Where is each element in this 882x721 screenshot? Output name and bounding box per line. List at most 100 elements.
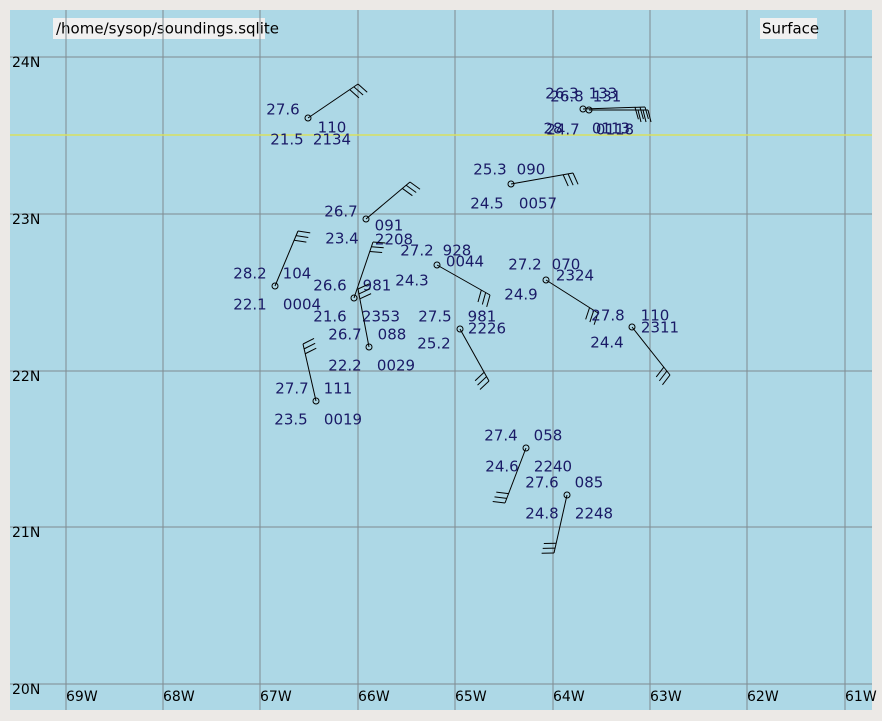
- station-time: 2226: [468, 320, 506, 338]
- station-circle: [522, 444, 530, 452]
- station-dewpoint: 21.5: [270, 131, 303, 149]
- lat-label: 23N: [12, 212, 40, 228]
- wind-barb: [492, 501, 506, 504]
- station-temp: 27.7: [275, 380, 308, 398]
- station-time: 0029: [377, 357, 415, 375]
- wind-barb: [477, 376, 487, 386]
- station-temp: 25.3: [473, 161, 506, 179]
- station-time: 2208: [375, 231, 413, 249]
- wind-barb: [496, 491, 509, 495]
- station-circle: [456, 325, 464, 333]
- station-dewpoint: 21.6: [313, 308, 346, 326]
- wind-shaft: [631, 326, 671, 376]
- path-box: [53, 18, 265, 39]
- level-label: Surface: [762, 20, 819, 38]
- lon-label: 61W: [845, 689, 877, 705]
- station-temp: 28.2: [233, 265, 266, 283]
- wind-shaft: [510, 172, 574, 185]
- station-pressure: 091: [375, 217, 404, 235]
- wind-barb: [481, 292, 487, 305]
- station-pressure: 088: [378, 326, 407, 344]
- station-pressure: 070: [552, 256, 581, 274]
- station-temp: 27.5: [418, 308, 451, 326]
- wind-barb: [567, 173, 574, 186]
- station-temp: 27.2: [508, 256, 541, 274]
- station-pressure: 090: [517, 161, 546, 179]
- station-circle: [312, 397, 320, 405]
- station-circle: [304, 114, 312, 122]
- lon-label: 64W: [553, 689, 585, 705]
- station-dewpoint: 25.2: [417, 335, 450, 353]
- wind-barb: [357, 83, 368, 93]
- station-temp: 27.6: [525, 474, 558, 492]
- wind-shaft: [582, 106, 646, 110]
- lat-label: 22N: [12, 369, 40, 385]
- station-time: 2311: [641, 319, 679, 337]
- wind-barb: [593, 312, 599, 325]
- station-dewpoint: 22.2: [328, 357, 361, 375]
- station-dewpoint: 24.8: [525, 505, 558, 523]
- wind-barb: [639, 107, 644, 120]
- wind-barb: [642, 109, 647, 123]
- station-pressure: 133: [589, 85, 618, 103]
- lon-label: 62W: [747, 689, 779, 705]
- wind-barb: [304, 347, 317, 355]
- wind-barb: [474, 371, 485, 382]
- station-dewpoint: 24.6: [485, 458, 518, 476]
- wind-barb: [353, 86, 364, 96]
- wind-barb: [294, 239, 307, 243]
- station-pressure: 981: [363, 277, 392, 295]
- lon-label: 66W: [358, 689, 390, 705]
- wind-barb: [358, 288, 371, 295]
- station-dewpoint: 24.9: [504, 286, 537, 304]
- station-circle: [362, 215, 370, 223]
- wind-barb: [297, 230, 311, 234]
- station-dewpoint: 24.4: [590, 334, 623, 352]
- station-pressure: 110: [641, 307, 670, 325]
- lon-label: 68W: [163, 689, 195, 705]
- wind-barb: [371, 246, 384, 249]
- lon-label: 67W: [260, 689, 292, 705]
- wind-barb: [589, 310, 595, 323]
- map-area: [10, 10, 872, 710]
- wind-barb: [405, 184, 417, 193]
- station-time: 2353: [362, 308, 400, 326]
- wind-barb: [494, 496, 507, 499]
- station-circle: [507, 180, 515, 188]
- station-pressure: 110: [318, 119, 347, 137]
- station-dewpoint: 24.5: [470, 195, 503, 213]
- station-temp: 26.8: [550, 88, 583, 106]
- station-dewpoint: 23.5: [274, 411, 307, 429]
- station-time: 2240: [534, 458, 572, 476]
- wind-shaft: [545, 279, 599, 314]
- wind-shaft: [307, 83, 359, 119]
- station-circle: [350, 294, 358, 302]
- file-path: /home/sysop/soundings.sqlite: [56, 20, 279, 38]
- wind-barb: [295, 235, 309, 238]
- station-time: 0057: [519, 195, 557, 213]
- station-pressure: 058: [534, 427, 563, 445]
- station-time: 0044: [446, 253, 484, 271]
- wind-barb: [655, 366, 665, 378]
- wind-barb: [562, 174, 569, 187]
- station-temp: 26.6: [313, 277, 346, 295]
- station-temp: 26.7: [324, 203, 357, 221]
- wind-barb: [658, 370, 668, 382]
- station-dewpoint: 28: [543, 120, 562, 138]
- station-circle: [628, 323, 636, 331]
- station-circle: [542, 276, 550, 284]
- wind-barb: [662, 374, 671, 386]
- station-pressure: 928: [443, 242, 472, 260]
- station-dewpoint: 24.3: [395, 272, 428, 290]
- wind-barb: [372, 241, 386, 244]
- wind-barb: [486, 294, 491, 308]
- wind-barb: [479, 380, 490, 390]
- station-temp: 27.2: [400, 242, 433, 260]
- station-temp: 27.4: [484, 427, 517, 445]
- wind-barb: [409, 181, 421, 190]
- station-circle: [271, 282, 279, 290]
- station-temp: 27.8: [591, 307, 624, 325]
- station-pressure: 085: [575, 474, 604, 492]
- wind-barb: [349, 89, 360, 99]
- station-pressure: 104: [283, 265, 312, 283]
